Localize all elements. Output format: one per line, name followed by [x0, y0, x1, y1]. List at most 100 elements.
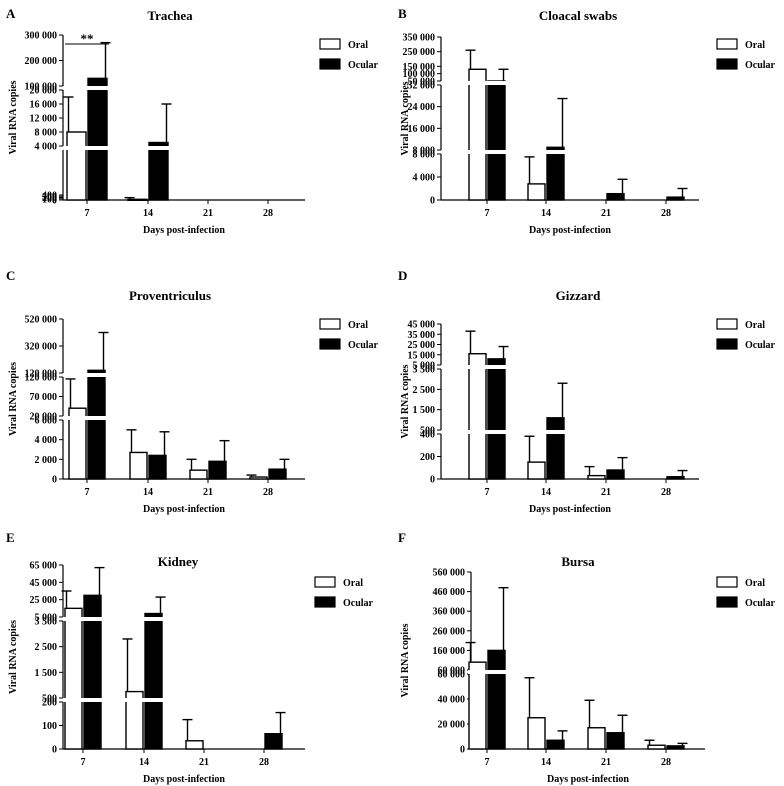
panel-c: C Proventriculus 0 2 000 4 000 6 000 20 000 70 … — [0, 262, 392, 524]
bar-ocular — [666, 196, 685, 201]
axis-break-gap — [66, 146, 87, 150]
chart-title: Bursa — [561, 554, 595, 569]
bar-oral — [468, 353, 487, 480]
y-axis-label: Viral RNA copies — [8, 362, 19, 436]
y-tick-label: 5 000 — [413, 361, 436, 372]
x-tick-label: 14 — [541, 487, 551, 498]
x-tick-label: 21 — [601, 487, 611, 498]
panel-e: E Kidney 0 100 200 500 1 500 2 500 3 500 5 000 25 … — [0, 524, 392, 786]
x-tick-label: 14 — [143, 487, 153, 498]
y-tick-label: 100 — [42, 721, 57, 732]
axis-break-gap — [468, 365, 487, 369]
bar-ocular — [546, 146, 565, 201]
y-tick-label: 8 000 — [413, 146, 436, 157]
y-tick-label: 200 — [42, 193, 57, 204]
axis-break-gap — [546, 150, 565, 154]
axis-break-gap — [148, 146, 169, 150]
y-tick-label: 200 000 — [25, 56, 58, 67]
panel-letter: E — [6, 530, 15, 545]
x-axis-label: Days post-infection — [529, 504, 611, 515]
legend-label-oral: Oral — [348, 40, 368, 51]
y-axis-label: Viral RNA copies — [8, 620, 19, 694]
chart-title: Kidney — [158, 554, 199, 569]
axis-break-gap — [87, 86, 108, 90]
y-tick-label: 25 000 — [30, 595, 58, 606]
y-tick-label: 20 000 — [438, 720, 466, 731]
x-tick-label: 7 — [485, 487, 490, 498]
legend-label-oral: Oral — [343, 578, 363, 589]
axis-break-gap — [83, 617, 102, 621]
x-tick-label: 21 — [203, 487, 213, 498]
legend-swatch-ocular — [716, 596, 738, 608]
y-tick-label: 350 000 — [403, 33, 436, 44]
chart-title: Cloacal swabs — [539, 8, 617, 23]
bar-ocular — [268, 468, 287, 480]
x-tick-label: 14 — [541, 208, 551, 219]
y-tick-label: 12 000 — [30, 114, 58, 125]
legend-swatch-oral — [716, 318, 738, 330]
panel-b: B Cloacal swabs 0 4 000 8 000 8 000 16 000 24 0… — [392, 0, 784, 262]
bar-oral — [66, 131, 87, 201]
axis-break-gap — [68, 416, 87, 420]
x-tick-label: 14 — [143, 208, 153, 219]
x-axis-label: Days post-infection — [143, 504, 225, 515]
y-tick-label: 100 000 — [403, 69, 436, 80]
panel-f: F Bursa 0 20 000 40 000 60 000 60 000 160 000 26… — [392, 524, 784, 786]
y-tick-label: 50 000 — [408, 77, 436, 88]
axis-break-gap — [87, 416, 106, 420]
bar-oral — [527, 717, 546, 750]
x-tick-label: 14 — [139, 757, 149, 768]
panel-d: D Gizzard 0 200 400 500 1 500 2 500 3 500 5 000 15… — [392, 262, 784, 524]
y-axis-label: Viral RNA copies — [400, 623, 411, 697]
bar-ocular — [487, 649, 506, 750]
bar-oral — [68, 407, 87, 480]
x-tick-label: 21 — [601, 757, 611, 768]
y-tick-label: 5 000 — [35, 613, 58, 624]
axis-break-gap — [487, 150, 506, 154]
y-tick-label: 300 000 — [25, 31, 58, 42]
legend-label-oral: Oral — [745, 578, 765, 589]
y-tick-label: 16 000 — [408, 124, 436, 135]
y-tick-label: 8 000 — [413, 150, 436, 161]
x-tick-label: 7 — [85, 208, 90, 219]
y-tick-label: 0 — [430, 475, 435, 486]
y-tick-label: 0 — [460, 745, 465, 756]
bar-ocular — [546, 739, 565, 750]
y-tick-label: 0 — [52, 196, 57, 207]
axis-break-gap — [487, 430, 506, 434]
legend-label-ocular: Ocular — [745, 598, 776, 609]
y-tick-label: 460 000 — [433, 587, 466, 598]
legend-swatch-oral — [319, 318, 341, 330]
bar-ocular — [148, 454, 167, 480]
y-tick-label: 260 000 — [433, 626, 466, 637]
bar-oral — [129, 451, 148, 480]
axis-break-gap — [468, 81, 487, 85]
x-axis-label: Days post-infection — [143, 225, 225, 236]
axis-break-gap — [468, 670, 487, 674]
x-tick-label: 7 — [85, 487, 90, 498]
bar-ocular — [87, 369, 106, 480]
bar-ocular — [148, 141, 169, 201]
bar-ocular — [487, 80, 506, 201]
y-tick-label: 300 — [42, 192, 57, 203]
bar-ocular — [208, 460, 227, 480]
axis-break-gap — [144, 617, 163, 621]
significance-marker: ** — [81, 31, 94, 46]
y-tick-label: 0 — [52, 475, 57, 486]
chart-title: Trachea — [147, 8, 193, 23]
y-tick-label: 0 — [52, 745, 57, 756]
y-tick-label: 360 000 — [433, 607, 466, 618]
legend-label-oral: Oral — [745, 40, 765, 51]
y-tick-label: 2 000 — [35, 455, 58, 466]
y-tick-label: 65 000 — [30, 561, 58, 572]
y-tick-label: 0 — [430, 196, 435, 207]
axis-break-gap — [87, 373, 106, 377]
y-tick-label: 70 000 — [30, 392, 58, 403]
y-tick-label: 60 000 — [438, 670, 466, 681]
y-tick-label: 560 000 — [433, 568, 466, 579]
